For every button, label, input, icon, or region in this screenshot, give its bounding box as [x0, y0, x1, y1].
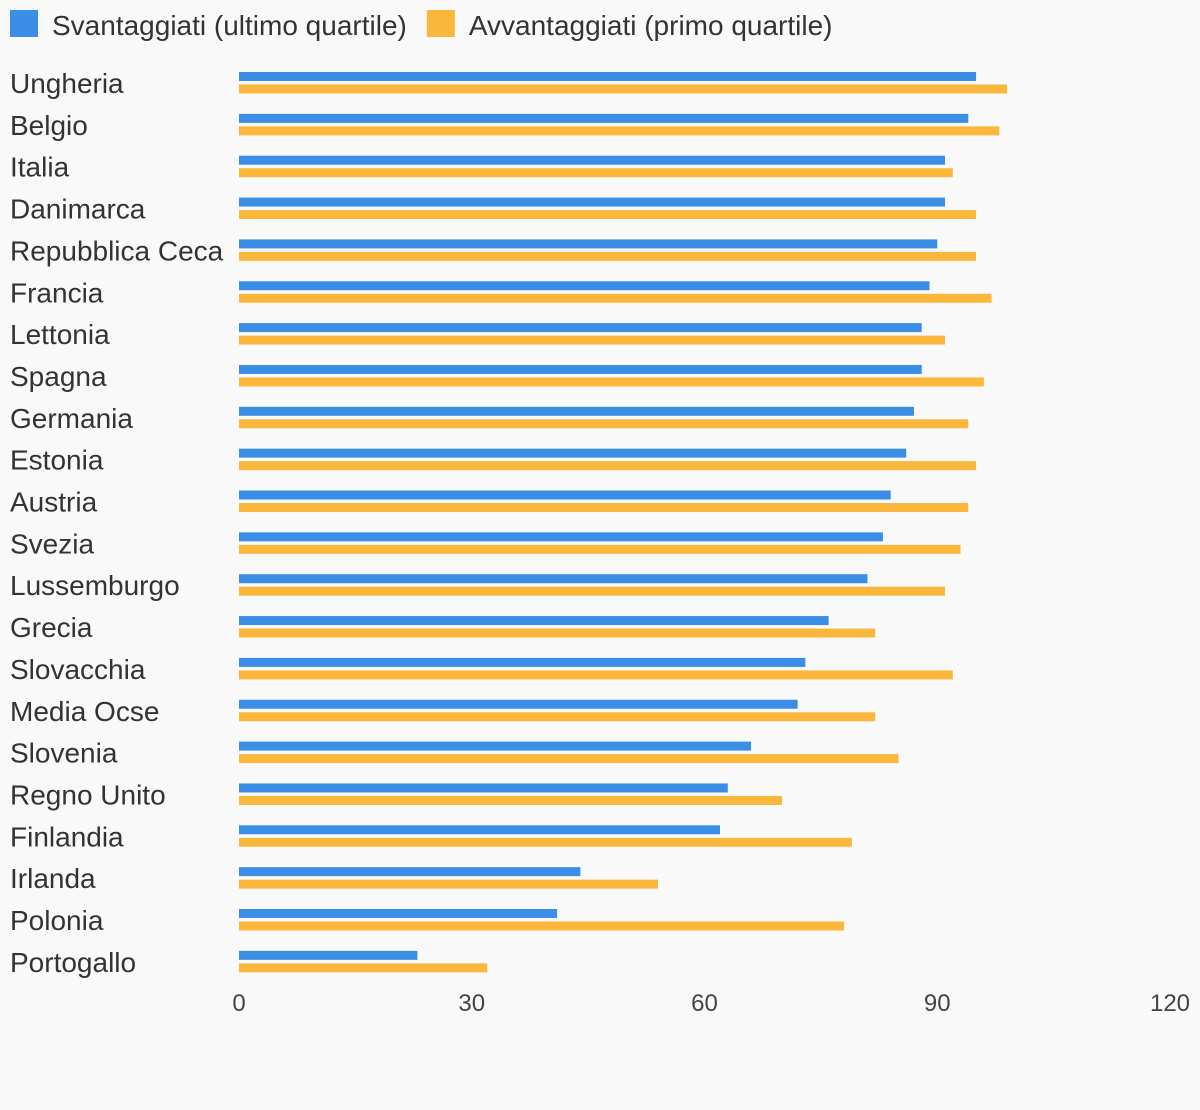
- category-label: Repubblica Ceca: [10, 235, 224, 266]
- category-label: Francia: [10, 277, 104, 308]
- bar-svantaggiati: [239, 867, 581, 877]
- bar-svantaggiati: [239, 909, 558, 918]
- bar-avvantaggiati: [239, 795, 783, 805]
- bar-svantaggiati: [239, 113, 969, 123]
- bar-svantaggiati: [239, 239, 938, 249]
- category-label: Lussemburgo: [10, 570, 180, 601]
- bar-avvantaggiati: [239, 754, 899, 764]
- bar-svantaggiati: [239, 406, 914, 416]
- category-label: Germania: [10, 403, 133, 434]
- category-label: Regno Unito: [10, 779, 166, 810]
- category-label: Media Ocse: [10, 696, 159, 727]
- bar-svantaggiati: [239, 490, 891, 500]
- bar-avvantaggiati: [239, 670, 953, 680]
- category-label: Irlanda: [10, 863, 96, 894]
- bar-svantaggiati: [239, 783, 728, 793]
- x-tick-label: 0: [232, 990, 245, 1017]
- bar-avvantaggiati: [239, 377, 984, 387]
- x-tick-label: 90: [924, 990, 951, 1017]
- bar-avvantaggiati: [239, 84, 1008, 94]
- bar-avvantaggiati: [239, 921, 845, 931]
- bar-svantaggiati: [239, 825, 721, 835]
- bar-avvantaggiati: [239, 210, 977, 220]
- bar-avvantaggiati: [239, 837, 852, 847]
- bar-svantaggiati: [239, 741, 752, 751]
- bar-avvantaggiati: [239, 126, 1000, 136]
- legend-swatch: [426, 10, 455, 37]
- bar-svantaggiati: [239, 448, 907, 458]
- legend-label: Avvantaggiati (primo quartile): [469, 10, 833, 41]
- category-labels: Ungheria Belgio Italia Danimarca Repubblica …: [10, 68, 224, 978]
- bar-svantaggiati: [239, 699, 798, 709]
- bar-avvantaggiati: [239, 586, 946, 596]
- category-label: Spagna: [10, 361, 107, 392]
- bar-avvantaggiati: [239, 544, 961, 554]
- category-label: Polonia: [10, 905, 104, 936]
- bar-avvantaggiati: [239, 712, 876, 722]
- bar-avvantaggiati: [239, 251, 977, 261]
- bar-svantaggiati: [239, 281, 930, 291]
- bar-avvantaggiati: [239, 335, 946, 345]
- bar-svantaggiati: [239, 197, 946, 207]
- bar-svantaggiati: [239, 574, 868, 584]
- x-tick-label: 30: [458, 990, 485, 1017]
- x-tick-label: 60: [691, 990, 718, 1017]
- bar-avvantaggiati: [239, 461, 977, 471]
- category-label: Portogallo: [10, 947, 136, 978]
- bar-avvantaggiati: [239, 293, 992, 303]
- category-label: Finlandia: [10, 821, 124, 852]
- bar-svantaggiati: [239, 323, 922, 333]
- bar-svantaggiati: [239, 950, 418, 960]
- legend-label: Svantaggiati (ultimo quartile): [52, 10, 407, 41]
- category-label: Slovacchia: [10, 654, 146, 685]
- legend-swatch: [10, 10, 38, 37]
- bar-avvantaggiati: [239, 879, 658, 889]
- bar-svantaggiati: [239, 155, 946, 165]
- category-label: Italia: [10, 152, 70, 183]
- category-label: Ungheria: [10, 68, 124, 99]
- category-label: Belgio: [10, 110, 88, 141]
- category-label: Svezia: [10, 528, 94, 559]
- bar-avvantaggiati: [239, 503, 969, 512]
- bar-avvantaggiati: [239, 628, 876, 638]
- x-tick-label: 120: [1150, 990, 1190, 1017]
- category-label: Grecia: [10, 612, 93, 643]
- bar-svantaggiati: [239, 657, 806, 667]
- category-label: Estonia: [10, 445, 104, 476]
- bar-avvantaggiati: [239, 168, 953, 178]
- bar-avvantaggiati: [239, 419, 969, 429]
- bar-svantaggiati: [239, 72, 977, 81]
- x-axis-ticks: 0 30 60 90 120: [232, 990, 1190, 1017]
- category-label: Lettonia: [10, 319, 110, 350]
- legend: Svantaggiati (ultimo quartile) Avvantaggi…: [10, 10, 833, 41]
- category-label: Danimarca: [10, 194, 146, 225]
- bar-svantaggiati: [239, 616, 829, 626]
- bar-svantaggiati: [239, 364, 922, 374]
- bars: [239, 72, 1008, 973]
- category-label: Slovenia: [10, 738, 118, 769]
- bar-avvantaggiati: [239, 963, 488, 973]
- category-label: Austria: [10, 487, 98, 518]
- bar-svantaggiati: [239, 532, 883, 542]
